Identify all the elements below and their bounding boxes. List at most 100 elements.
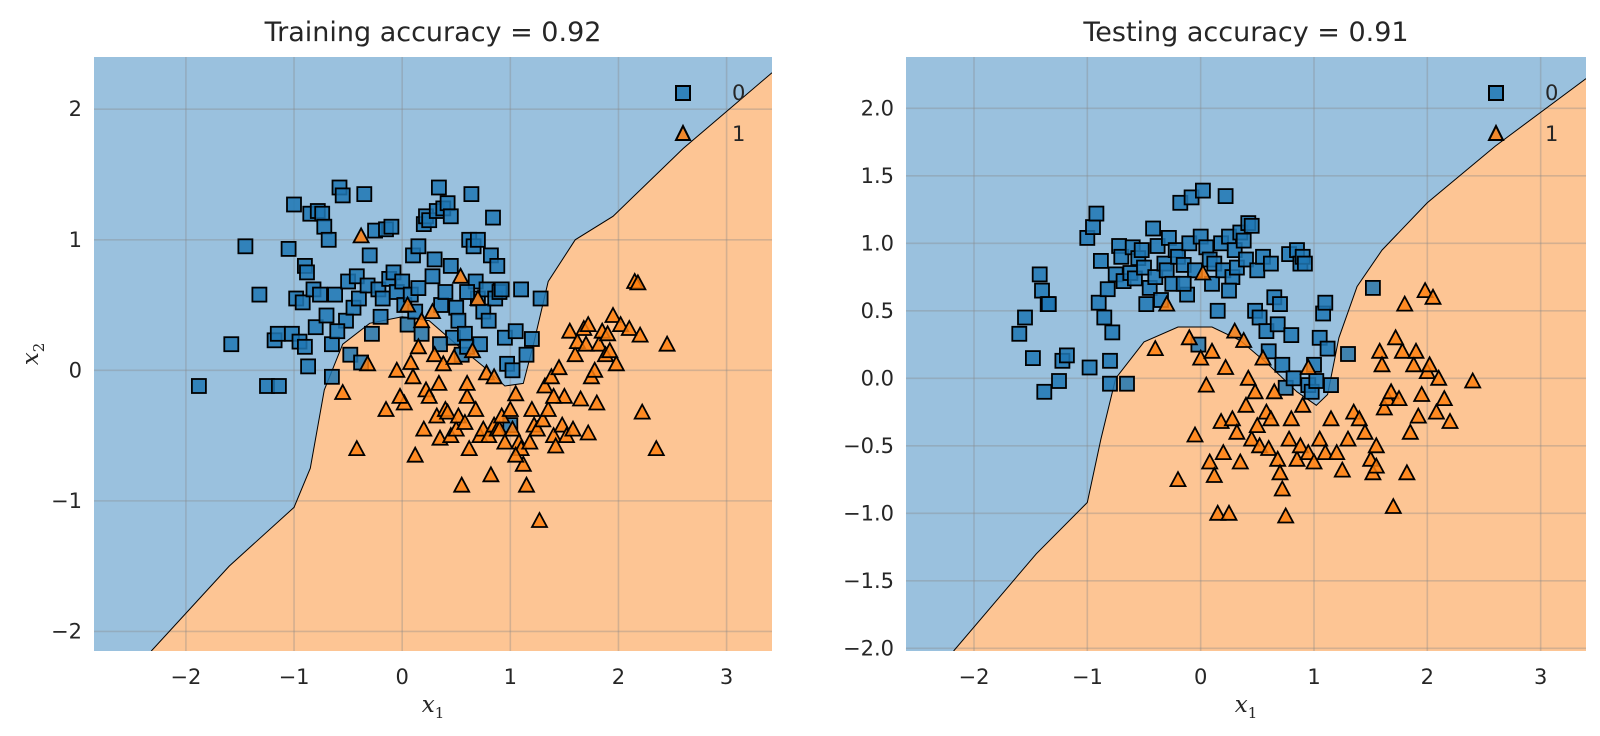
data-point-class-1 <box>1350 409 1369 427</box>
x-tick-label: 1 <box>1307 665 1320 689</box>
data-point-class-0 <box>374 290 391 307</box>
data-point-class-1 <box>658 334 677 352</box>
training-plot-title: Training accuracy = 0.92 <box>264 17 602 48</box>
y-tick-label: −1.0 <box>843 501 894 525</box>
data-point-class-1 <box>542 367 561 385</box>
data-point-class-0 <box>1059 347 1075 364</box>
data-point-class-1 <box>1234 331 1253 348</box>
legend-marker-class-0 <box>675 85 691 101</box>
data-point-class-0 <box>493 281 510 298</box>
data-point-class-0 <box>513 281 529 298</box>
data-point-class-0 <box>1340 346 1356 362</box>
y-tick-label: 1.0 <box>861 231 894 255</box>
data-point-class-1 <box>1333 460 1352 478</box>
data-point-class-1 <box>1427 402 1446 420</box>
legend: 0 1 <box>674 81 745 146</box>
data-point-class-1 <box>530 511 549 528</box>
data-point-class-1 <box>1440 412 1460 429</box>
data-point-class-1 <box>1242 429 1261 447</box>
data-point-class-1 <box>412 311 431 329</box>
x-tick-label: −2 <box>959 665 990 689</box>
y-tick-label: −2.0 <box>843 636 894 660</box>
data-point-class-1 <box>1463 371 1482 389</box>
data-point-class-0 <box>1272 296 1288 313</box>
data-point-class-1 <box>490 419 509 437</box>
data-point-class-1 <box>522 400 541 417</box>
data-point-class-1 <box>544 386 563 404</box>
data-point-class-0 <box>280 240 297 257</box>
data-point-class-0 <box>361 247 378 264</box>
legend-marker-class-1 <box>674 123 692 141</box>
data-point-class-0 <box>251 286 268 303</box>
data-point-class-1 <box>1225 321 1244 339</box>
x-tick-label: 2 <box>612 665 625 689</box>
data-point-class-0 <box>1235 232 1252 249</box>
data-point-class-1 <box>589 334 609 352</box>
data-point-class-0 <box>1269 316 1286 333</box>
data-point-class-1 <box>1180 328 1199 346</box>
data-point-class-0 <box>1040 296 1057 313</box>
x-axis-label: x1 <box>422 692 445 722</box>
y-tick-label: −1 <box>51 489 82 513</box>
data-point-class-1 <box>403 367 423 385</box>
data-point-class-0 <box>480 312 497 329</box>
data-point-class-0 <box>356 186 373 203</box>
data-point-class-1 <box>603 306 623 323</box>
data-point-class-0 <box>1025 350 1041 367</box>
data-point-class-1 <box>520 432 539 450</box>
x-axis-ticks: −2 −1 0 1 2 3 <box>959 665 1548 689</box>
data-point-class-1 <box>1216 358 1235 375</box>
data-point-class-0 <box>1319 340 1336 357</box>
data-point-class-1 <box>611 315 630 332</box>
data-point-class-0 <box>1081 359 1098 376</box>
data-point-class-1 <box>1429 368 1448 386</box>
class-1-region <box>953 78 1586 651</box>
data-point-class-0 <box>334 187 351 204</box>
data-point-class-0 <box>307 319 324 336</box>
data-point-class-1 <box>1246 382 1265 400</box>
data-point-class-1 <box>1236 395 1256 413</box>
data-point-class-1 <box>1338 429 1358 447</box>
data-point-class-1 <box>495 432 514 450</box>
x-tick-label: −2 <box>170 665 201 689</box>
data-point-class-1 <box>1282 409 1301 427</box>
data-point-class-1 <box>1372 355 1392 373</box>
data-point-class-0 <box>327 286 344 303</box>
data-point-class-0 <box>410 238 427 255</box>
data-point-class-0 <box>372 308 389 325</box>
data-point-class-0 <box>1011 325 1028 342</box>
data-point-class-0 <box>1145 220 1161 237</box>
data-point-class-0 <box>426 251 443 268</box>
data-point-class-1 <box>1265 382 1284 400</box>
data-point-class-1 <box>458 386 477 404</box>
data-point-class-0 <box>363 325 380 342</box>
data-point-class-0 <box>432 336 448 353</box>
data-point-class-0 <box>1102 352 1118 369</box>
data-point-class-0 <box>518 346 535 363</box>
data-point-class-1 <box>333 383 352 400</box>
data-point-class-1 <box>1316 443 1335 460</box>
data-point-class-1 <box>1382 382 1401 400</box>
data-point-class-1 <box>631 325 650 343</box>
data-point-class-0 <box>1088 205 1105 222</box>
data-point-class-1 <box>587 393 606 411</box>
data-point-class-0 <box>485 209 501 226</box>
data-point-class-1 <box>1291 436 1310 454</box>
legend: 0 1 <box>1487 81 1558 146</box>
data-point-class-1 <box>647 439 666 456</box>
x-tick-label: 2 <box>1421 665 1434 689</box>
data-point-class-1 <box>1157 294 1176 312</box>
data-point-class-1 <box>468 289 487 306</box>
data-point-class-0 <box>1085 219 1101 236</box>
data-point-class-1 <box>633 402 652 420</box>
data-point-class-1 <box>514 454 533 472</box>
data-point-class-1 <box>579 423 598 441</box>
data-point-class-0 <box>1297 255 1313 272</box>
data-points <box>190 179 677 528</box>
data-point-class-0 <box>1274 356 1291 373</box>
data-point-class-1 <box>414 419 433 437</box>
data-point-class-1 <box>1193 263 1212 281</box>
data-point-class-0 <box>1093 252 1109 269</box>
data-point-class-0 <box>1104 324 1121 341</box>
data-point-class-0 <box>350 290 367 307</box>
